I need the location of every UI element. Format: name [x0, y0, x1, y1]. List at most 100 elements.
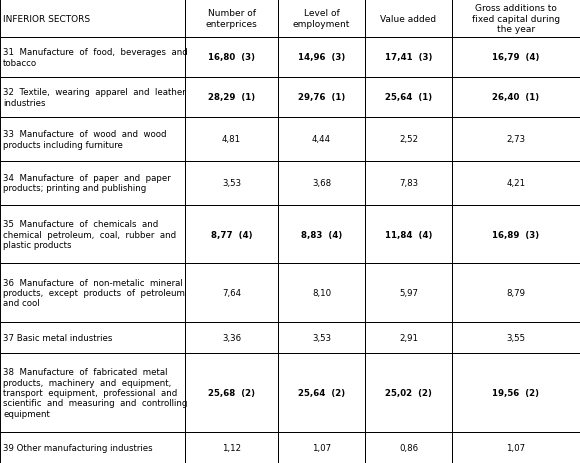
Text: 36  Manufacture  of  non-metalic  mineral
products,  except  products  of  petro: 36 Manufacture of non-metalic mineral pr… [3, 278, 185, 308]
Text: 25,02  (2): 25,02 (2) [385, 388, 432, 397]
Text: Number of
enterprices: Number of enterprices [206, 9, 258, 29]
Text: 7,64: 7,64 [222, 288, 241, 297]
Text: 16,79  (4): 16,79 (4) [492, 53, 539, 63]
Bar [0, 162, 185, 205]
Text: 33  Manufacture  of  wood  and  wood
products including furniture: 33 Manufacture of wood and wood products… [3, 130, 166, 149]
Text: 25,64  (1): 25,64 (1) [385, 93, 432, 102]
Bar [0, 38, 185, 78]
Text: 8,79: 8,79 [506, 288, 525, 297]
Bar [0, 78, 185, 118]
Bar [365, 162, 452, 205]
Text: 4,21: 4,21 [506, 179, 525, 188]
Text: 31  Manufacture  of  food,  beverages  and
tobacco: 31 Manufacture of food, beverages and to… [3, 48, 188, 68]
Text: 4,44: 4,44 [312, 135, 331, 144]
Bar [452, 38, 580, 78]
Bar [185, 205, 278, 264]
Bar [0, 353, 185, 432]
Bar [452, 78, 580, 118]
Text: 25,64  (2): 25,64 (2) [298, 388, 345, 397]
Text: 38  Manufacture  of  fabricated  metal
products,  machinery  and  equipment,
tra: 38 Manufacture of fabricated metal produ… [3, 367, 187, 418]
Text: 16,80  (3): 16,80 (3) [208, 53, 255, 63]
Bar [278, 205, 365, 264]
Bar [278, 162, 365, 205]
Text: 35  Manufacture  of  chemicals  and
chemical  petroleum,  coal,  rubber  and
pla: 35 Manufacture of chemicals and chemical… [3, 219, 176, 250]
Bar [278, 78, 365, 118]
Bar [0, 264, 185, 322]
Bar [365, 118, 452, 162]
Text: 25,68  (2): 25,68 (2) [208, 388, 255, 397]
Text: Level of
employment: Level of employment [293, 9, 350, 29]
Bar [452, 353, 580, 432]
Bar [452, 322, 580, 353]
Bar [0, 0, 185, 38]
Text: 16,89  (3): 16,89 (3) [492, 230, 539, 239]
Text: 8,77  (4): 8,77 (4) [211, 230, 252, 239]
Text: 34  Manufacture  of  paper  and  paper
products; printing and publishing: 34 Manufacture of paper and paper produc… [3, 174, 171, 193]
Bar [365, 38, 452, 78]
Bar [365, 322, 452, 353]
Text: 3,53: 3,53 [312, 333, 331, 342]
Bar [185, 264, 278, 322]
Bar [278, 353, 365, 432]
Bar [278, 432, 365, 463]
Bar [185, 118, 278, 162]
Text: 39 Other manufacturing industries: 39 Other manufacturing industries [3, 443, 153, 452]
Text: 7,83: 7,83 [399, 179, 418, 188]
Text: 0,86: 0,86 [399, 443, 418, 452]
Text: 29,76  (1): 29,76 (1) [298, 93, 345, 102]
Bar [365, 353, 452, 432]
Bar [452, 205, 580, 264]
Text: INFERIOR SECTORS: INFERIOR SECTORS [3, 14, 90, 24]
Text: 2,52: 2,52 [399, 135, 418, 144]
Text: 1,07: 1,07 [506, 443, 525, 452]
Bar [365, 205, 452, 264]
Text: 17,41  (3): 17,41 (3) [385, 53, 432, 63]
Text: 14,96  (3): 14,96 (3) [298, 53, 345, 63]
Text: 37 Basic metal industries: 37 Basic metal industries [3, 333, 113, 342]
Text: 4,81: 4,81 [222, 135, 241, 144]
Bar [365, 264, 452, 322]
Text: 3,36: 3,36 [222, 333, 241, 342]
Bar [0, 205, 185, 264]
Text: 3,68: 3,68 [312, 179, 331, 188]
Text: 5,97: 5,97 [399, 288, 418, 297]
Bar [185, 78, 278, 118]
Bar [278, 264, 365, 322]
Text: 32  Textile,  wearing  apparel  and  leather
industries: 32 Textile, wearing apparel and leather … [3, 88, 186, 107]
Bar [278, 0, 365, 38]
Bar [452, 264, 580, 322]
Text: Gross additions to
fixed capital during
the year: Gross additions to fixed capital during … [472, 4, 560, 34]
Bar [365, 0, 452, 38]
Bar [185, 432, 278, 463]
Text: 19,56  (2): 19,56 (2) [492, 388, 539, 397]
Bar [365, 78, 452, 118]
Bar [185, 162, 278, 205]
Text: 3,53: 3,53 [222, 179, 241, 188]
Bar [185, 0, 278, 38]
Bar [452, 162, 580, 205]
Bar [452, 118, 580, 162]
Bar [185, 38, 278, 78]
Bar [185, 353, 278, 432]
Text: 26,40  (1): 26,40 (1) [492, 93, 539, 102]
Bar [0, 118, 185, 162]
Bar [0, 432, 185, 463]
Text: 8,10: 8,10 [312, 288, 331, 297]
Bar [452, 0, 580, 38]
Bar [278, 322, 365, 353]
Text: 8,83  (4): 8,83 (4) [301, 230, 342, 239]
Bar [278, 118, 365, 162]
Text: 3,55: 3,55 [506, 333, 525, 342]
Text: 1,07: 1,07 [312, 443, 331, 452]
Bar [185, 322, 278, 353]
Bar [452, 432, 580, 463]
Text: Value added: Value added [380, 14, 437, 24]
Text: 2,73: 2,73 [506, 135, 525, 144]
Bar [278, 38, 365, 78]
Bar [365, 432, 452, 463]
Text: 2,91: 2,91 [399, 333, 418, 342]
Text: 1,12: 1,12 [222, 443, 241, 452]
Text: 28,29  (1): 28,29 (1) [208, 93, 255, 102]
Bar [0, 322, 185, 353]
Text: 11,84  (4): 11,84 (4) [385, 230, 432, 239]
